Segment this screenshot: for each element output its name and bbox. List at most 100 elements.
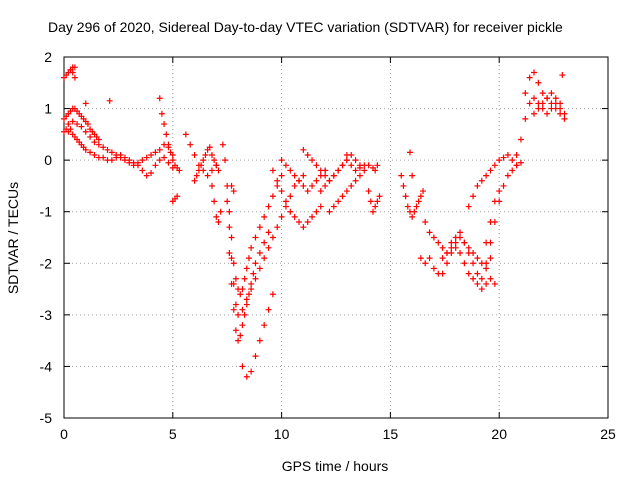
data-point [256, 265, 263, 272]
y-tick-label: 1 [44, 101, 52, 117]
data-point [557, 110, 564, 117]
data-point [535, 105, 542, 112]
data-point [500, 182, 507, 189]
data-point [169, 157, 176, 164]
x-tick-labels: 0 5 10 15 20 25 [60, 426, 616, 442]
data-point [330, 203, 337, 210]
data-point [200, 157, 207, 164]
data-point [134, 159, 141, 166]
data-point [435, 239, 442, 246]
data-point [352, 157, 359, 164]
data-point [204, 172, 211, 179]
data-point [300, 146, 307, 153]
data-point [143, 154, 150, 161]
data-point [478, 177, 485, 184]
data-point [483, 260, 490, 267]
data-point [504, 151, 511, 158]
data-point [269, 193, 276, 200]
x-tick-label: 20 [491, 426, 507, 442]
data-point [250, 270, 257, 277]
data-point [483, 280, 490, 287]
data-point [95, 136, 102, 143]
data-point [269, 234, 276, 241]
data-point [304, 219, 311, 226]
data-point [67, 126, 74, 133]
data-point [130, 162, 137, 169]
data-point [113, 151, 120, 158]
data-point [282, 203, 289, 210]
data-point [474, 280, 481, 287]
data-point [539, 100, 546, 107]
data-point [465, 244, 472, 251]
data-point [163, 131, 170, 138]
data-point [243, 301, 250, 308]
data-point [235, 337, 242, 344]
data-point [415, 198, 422, 205]
data-point [148, 170, 155, 177]
data-point [339, 193, 346, 200]
data-point [402, 193, 409, 200]
data-point [300, 224, 307, 231]
data-point [439, 270, 446, 277]
data-point [522, 115, 529, 122]
data-point [417, 193, 424, 200]
data-point [176, 167, 183, 174]
data-point [211, 157, 218, 164]
y-tick-label: 2 [44, 49, 52, 65]
data-point [313, 162, 320, 169]
data-point [348, 182, 355, 189]
data-point [552, 105, 559, 112]
data-point [509, 167, 516, 174]
data-point [211, 198, 218, 205]
data-point [161, 121, 168, 128]
data-point [356, 172, 363, 179]
data-point [95, 141, 102, 148]
data-point [500, 154, 507, 161]
data-point [509, 157, 516, 164]
data-point [365, 188, 372, 195]
data-point [531, 95, 538, 102]
data-point [374, 198, 381, 205]
data-point [228, 234, 235, 241]
data-point [104, 146, 111, 153]
data-point [191, 177, 198, 184]
data-point [239, 306, 246, 313]
data-point [326, 208, 333, 215]
data-point [483, 265, 490, 272]
data-point [322, 182, 329, 189]
data-point [487, 167, 494, 174]
data-point [84, 121, 91, 128]
data-point [256, 337, 263, 344]
x-axis-label: GPS time / hours [282, 458, 389, 474]
data-point [496, 188, 503, 195]
data-point [491, 280, 498, 287]
data-point [487, 239, 494, 246]
data-point [152, 162, 159, 169]
data-point [156, 157, 163, 164]
data-point [526, 74, 533, 81]
data-point [139, 157, 146, 164]
data-point [409, 213, 416, 220]
data-point [152, 149, 159, 156]
data-point [278, 188, 285, 195]
data-point [291, 182, 298, 189]
data-point [406, 149, 413, 156]
data-point [291, 172, 298, 179]
data-point [517, 136, 524, 143]
data-point [156, 146, 163, 153]
data-point [198, 162, 205, 169]
data-point [161, 154, 168, 161]
data-point [278, 213, 285, 220]
data-point [228, 182, 235, 189]
data-point [191, 151, 198, 158]
data-point [108, 157, 115, 164]
data-point [91, 139, 98, 146]
data-point [248, 280, 255, 287]
data-point [228, 280, 235, 287]
data-point [265, 306, 272, 313]
data-point [241, 275, 248, 282]
data-point [496, 157, 503, 164]
data-point [148, 151, 155, 158]
data-point [491, 162, 498, 169]
data-point [478, 286, 485, 293]
